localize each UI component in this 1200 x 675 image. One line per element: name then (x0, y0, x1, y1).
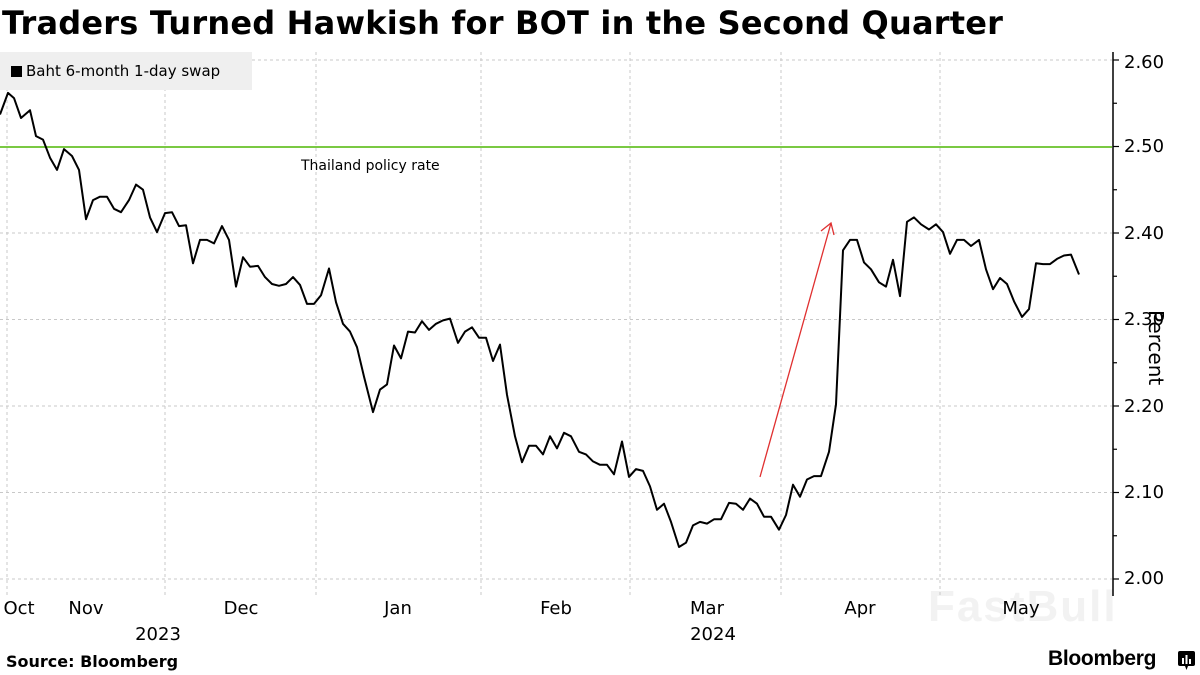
trend-arrow-icon (759, 221, 835, 478)
legend: Baht 6-month 1-day swap (0, 52, 252, 90)
y-tick-2.50: 2.50 (1124, 136, 1165, 157)
x-tick-mar: Mar (690, 598, 724, 619)
x-tick-nov: Nov (68, 598, 104, 619)
source-note: Source: Bloomberg (6, 652, 179, 671)
y-tick-2.00: 2.00 (1124, 568, 1165, 589)
x-year-2024: 2024 (690, 624, 736, 645)
policy-rate-annotation: Thailand policy rate (301, 158, 440, 174)
y-tick-2.10: 2.10 (1124, 482, 1165, 503)
brand-logo: Bloomberg (1048, 647, 1157, 670)
y-axis-label: Percent (1144, 310, 1168, 386)
bloomberg-chart-icon (1178, 651, 1195, 670)
swap-rate-line (0, 91, 1080, 548)
gridlines (0, 52, 1112, 596)
x-tick-oct: Oct (3, 598, 35, 619)
legend-label: Baht 6-month 1-day swap (26, 62, 221, 80)
chart-title: Traders Turned Hawkish for BOT in the Se… (2, 4, 1004, 42)
y-axis (1112, 52, 1119, 596)
x-year-2023: 2023 (135, 624, 181, 645)
watermark: FastBull (928, 582, 1118, 631)
x-tick-apr: Apr (844, 598, 876, 619)
y-tick-2.60: 2.60 (1124, 52, 1165, 73)
y-tick-2.40: 2.40 (1124, 223, 1165, 244)
x-tick-feb: Feb (540, 598, 572, 619)
x-tick-jan: Jan (384, 598, 412, 619)
y-tick-2.30: 2.30 (1124, 309, 1165, 330)
x-tick-dec: Dec (223, 598, 259, 619)
legend-swatch-icon (11, 65, 22, 77)
y-tick-2.20: 2.20 (1124, 396, 1165, 417)
x-tick-may: May (1002, 598, 1040, 619)
